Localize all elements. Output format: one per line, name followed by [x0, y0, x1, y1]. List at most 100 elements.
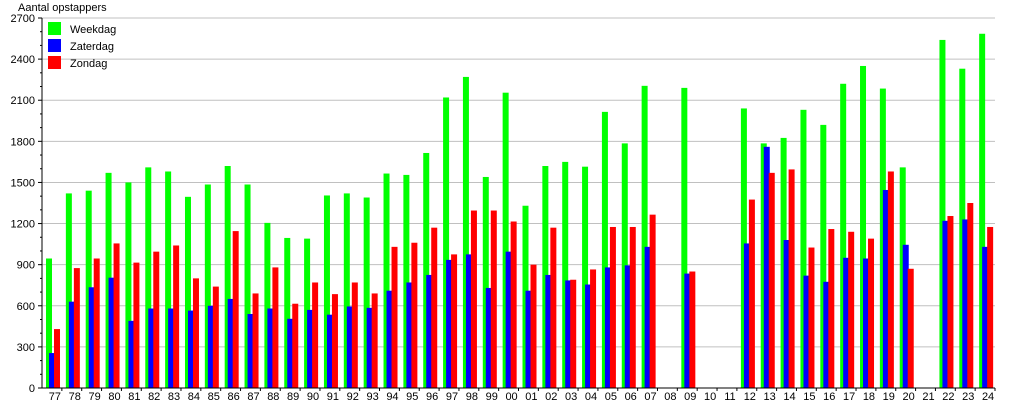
x-tick-label: 87	[247, 391, 259, 400]
bar-zondag-20	[907, 268, 914, 388]
bar-zaterdag-91	[326, 314, 333, 388]
x-tick-label: 02	[545, 391, 557, 400]
bar-zaterdag-20	[902, 244, 909, 388]
bar-weekdag-93	[363, 197, 370, 388]
x-tick-label: 99	[486, 391, 498, 400]
gridlines	[42, 17, 995, 348]
bar-weekdag-16	[820, 124, 827, 388]
bar-zaterdag-77	[49, 353, 55, 388]
bar-zondag-82	[153, 251, 160, 388]
legend-label-zaterdag: Zaterdag	[70, 41, 114, 53]
bar-zondag-97	[451, 254, 458, 388]
bar-weekdag-05	[601, 111, 608, 389]
bar-weekdag-91	[323, 195, 330, 388]
y-tick-label: 1200	[11, 219, 35, 231]
bar-zaterdag-96	[426, 274, 433, 388]
bar-zondag-05	[609, 226, 616, 388]
bar-zaterdag-06	[624, 265, 631, 388]
bar-weekdag-89	[284, 237, 291, 388]
bar-zaterdag-07	[644, 246, 651, 388]
bar-zondag-92	[351, 282, 358, 388]
bar-zaterdag-88	[267, 308, 274, 388]
x-tick-label: 00	[505, 391, 517, 400]
x-tick-label: 14	[783, 391, 795, 400]
x-tick-label: 18	[863, 391, 875, 400]
y-tick-label: 2100	[11, 95, 35, 107]
y-tick-label: 2400	[11, 54, 35, 66]
bar-weekdag-78	[65, 193, 72, 388]
bars	[46, 33, 994, 389]
x-tick-label: 95	[406, 391, 418, 400]
bar-zondag-02	[550, 227, 557, 388]
bar-zondag-15	[808, 247, 815, 388]
bar-zaterdag-82	[148, 308, 155, 388]
bar-zaterdag-23	[962, 219, 969, 388]
bar-weekdag-09	[681, 87, 688, 388]
x-tick-label: 83	[168, 391, 180, 400]
x-tick-label: 23	[962, 391, 974, 400]
bar-weekdag-18	[860, 65, 867, 389]
x-tick-label: 09	[684, 391, 696, 400]
bar-weekdag-17	[840, 83, 847, 389]
x-tick-label: 21	[922, 391, 934, 400]
bar-zondag-84	[192, 278, 199, 388]
x-tick-label: 84	[188, 391, 200, 400]
bar-weekdag-86	[224, 166, 231, 388]
bar-zondag-16	[828, 229, 835, 388]
bar-zaterdag-00	[505, 251, 512, 388]
legend-swatch-weekdag	[48, 22, 61, 35]
bar-zaterdag-02	[545, 274, 552, 388]
bar-weekdag-84	[184, 196, 191, 388]
bar-weekdag-95	[403, 174, 410, 388]
bar-zondag-83	[173, 245, 180, 388]
bar-zaterdag-97	[446, 259, 453, 388]
x-tick-label: 16	[823, 391, 835, 400]
bar-zaterdag-15	[803, 275, 810, 388]
bar-zondag-03	[570, 279, 577, 388]
legend-label-zondag: Zondag	[70, 58, 107, 70]
bar-zaterdag-94	[386, 290, 393, 388]
bar-zondag-24	[987, 226, 994, 388]
bar-zondag-81	[133, 262, 140, 388]
bar-weekdag-94	[383, 173, 390, 388]
x-tick-label: 08	[664, 391, 676, 400]
bar-zaterdag-01	[525, 290, 532, 388]
bar-zondag-18	[868, 238, 875, 388]
bar-zaterdag-92	[346, 306, 353, 388]
bar-zaterdag-24	[982, 246, 989, 388]
bar-weekdag-83	[165, 171, 172, 388]
x-tick-label: 20	[903, 391, 915, 400]
x-tick-label: 90	[307, 391, 319, 400]
bar-zaterdag-19	[882, 189, 889, 388]
x-tick-label: 97	[446, 391, 458, 400]
bar-zaterdag-14	[783, 240, 790, 388]
bar-weekdag-82	[145, 167, 152, 388]
legend-swatch-zondag	[48, 56, 61, 69]
bar-zaterdag-80	[108, 277, 115, 388]
bar-zondag-96	[431, 227, 438, 388]
x-tick-label: 91	[327, 391, 339, 400]
bar-zondag-89	[292, 303, 299, 388]
x-tick-label: 03	[565, 391, 577, 400]
x-tick-label: 78	[69, 391, 81, 400]
bar-zondag-23	[967, 203, 974, 388]
x-tick-label: 01	[525, 391, 537, 400]
bar-zaterdag-03	[565, 280, 572, 388]
bar-zondag-99	[490, 210, 497, 388]
bar-zondag-80	[113, 243, 120, 388]
bar-zaterdag-90	[307, 309, 314, 388]
y-tick-label: 900	[17, 260, 35, 272]
y-tick-label: 300	[17, 342, 35, 354]
bar-zondag-07	[649, 214, 656, 388]
x-tick-label: 80	[108, 391, 120, 400]
x-tick-label: 89	[287, 391, 299, 400]
x-tick-label: 98	[466, 391, 478, 400]
bar-zondag-95	[411, 242, 418, 388]
bar-weekdag-22	[939, 39, 946, 388]
bar-weekdag-92	[343, 193, 350, 388]
bar-zaterdag-04	[585, 284, 592, 388]
x-tick-label: 05	[605, 391, 617, 400]
bar-zondag-01	[530, 264, 537, 388]
legend: Weekdag Zaterdag Zondag	[48, 22, 116, 70]
